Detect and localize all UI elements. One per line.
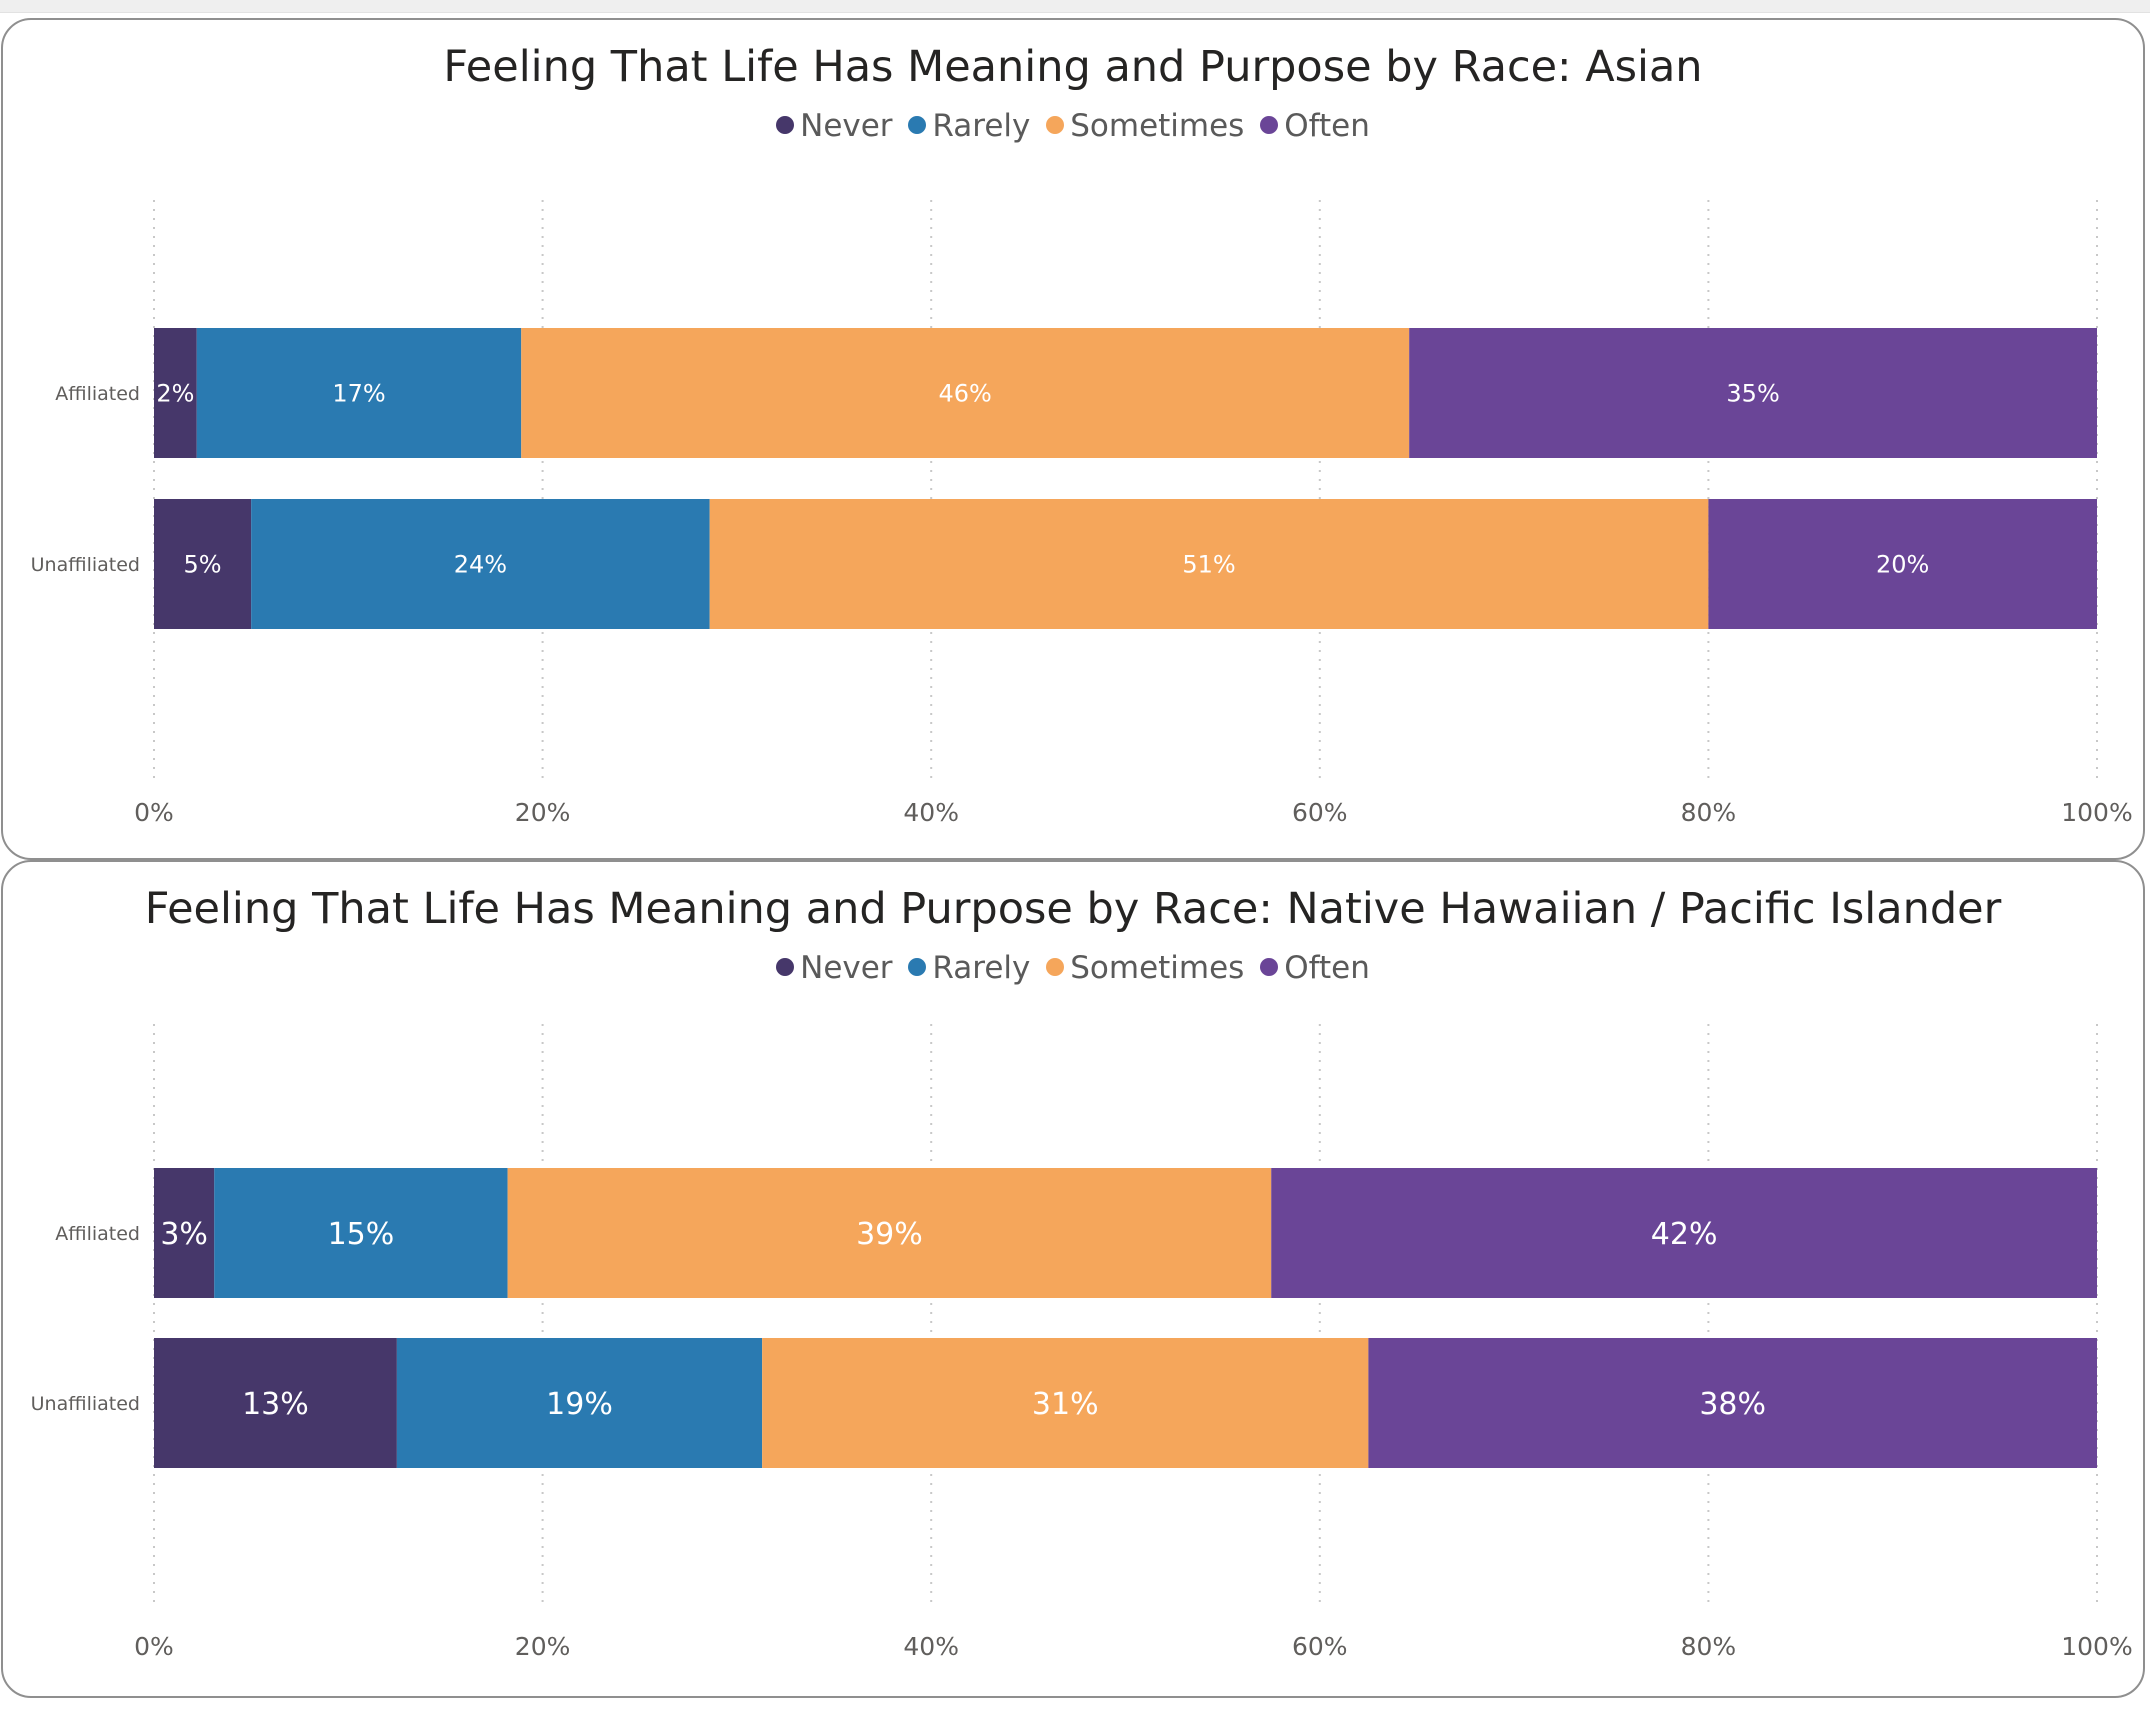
data-label: 5% [184, 551, 222, 579]
bar-segment-never [154, 499, 252, 629]
data-label: 51% [1182, 551, 1235, 579]
data-label: 46% [939, 380, 992, 408]
bar-segment-rarely [396, 1338, 763, 1468]
legend-item-often[interactable]: Often [1260, 950, 1370, 986]
data-label: 15% [328, 1217, 395, 1252]
x-tick-label: 40% [903, 798, 959, 827]
legend-label: Sometimes [1070, 108, 1245, 144]
legend-dot-often [1260, 116, 1279, 134]
x-tick-label: 80% [1681, 1632, 1737, 1661]
legend-item-rarely[interactable]: Rarely [908, 108, 1030, 144]
x-tick-label: 100% [2061, 798, 2132, 827]
chart-title: Feeling That Life Has Meaning and Purpos… [443, 42, 1703, 92]
legend-item-often[interactable]: Often [1260, 108, 1370, 144]
bar-segment-never [154, 1168, 215, 1298]
legend-label: Rarely [932, 950, 1031, 986]
legend-label: Often [1284, 950, 1370, 986]
legend-dot-rarely [908, 116, 927, 134]
legend-item-never[interactable]: Never [776, 108, 893, 144]
bar-segment-sometimes [507, 1168, 1272, 1298]
chart-panel-native-hawaiian: Feeling That Life Has Meaning and Purpos… [1, 860, 2145, 1698]
x-tick-label: 0% [134, 798, 174, 827]
y-category-label: Unaffiliated [31, 554, 140, 576]
bar-segment-rarely [251, 499, 710, 629]
data-label: 38% [1699, 1387, 1766, 1422]
legend-item-rarely[interactable]: Rarely [908, 950, 1030, 986]
legend-dot-rarely [908, 958, 927, 976]
legend-label: Often [1284, 108, 1370, 144]
stacked-bar-chart: 0% 20% 40% 60% 80% 100% Affiliated 2% 17% 46% 35% U… [31, 200, 2133, 827]
bar-segment-often [1409, 328, 2097, 458]
x-tick-label: 60% [1292, 798, 1348, 827]
data-label: 19% [546, 1387, 613, 1422]
legend-dot-often [1260, 958, 1279, 976]
legend-label: Never [800, 108, 893, 144]
bar-segment-never [154, 1338, 397, 1468]
legend-label: Never [800, 950, 893, 986]
bar-segment-often [1271, 1168, 2097, 1298]
bar-segment-sometimes [521, 328, 1410, 458]
y-category-label: Affiliated [55, 383, 140, 405]
stacked-bar-chart: 0% 20% 40% 60% 80% 100% Affiliated 3% 15% 39% 42% U… [31, 1024, 2133, 1661]
data-label: 24% [454, 551, 507, 579]
data-label: 17% [332, 380, 385, 408]
data-label: 2% [156, 380, 194, 408]
data-label: 39% [856, 1217, 923, 1252]
bar-segment-sometimes [762, 1338, 1369, 1468]
top-divider [0, 0, 2150, 13]
data-label: 31% [1032, 1387, 1099, 1422]
x-tick-label: 20% [515, 1632, 571, 1661]
legend-item-never[interactable]: Never [776, 950, 893, 986]
data-label: 42% [1651, 1217, 1718, 1252]
x-tick-label: 80% [1681, 798, 1737, 827]
bar-segment-often [1708, 499, 2097, 629]
x-tick-label: 40% [903, 1632, 959, 1661]
legend-dot-sometimes [1046, 116, 1065, 134]
y-category-label: Affiliated [55, 1223, 140, 1245]
legend-label: Rarely [932, 108, 1031, 144]
legend-item-sometimes[interactable]: Sometimes [1046, 108, 1244, 144]
legend-dot-never [776, 116, 795, 134]
data-label: 20% [1876, 551, 1929, 579]
data-label: 3% [160, 1217, 208, 1252]
bar-segment-never [154, 328, 197, 458]
legend-dot-sometimes [1046, 958, 1065, 976]
x-tick-label: 100% [2061, 1632, 2132, 1661]
data-label: 35% [1726, 380, 1779, 408]
x-tick-label: 0% [134, 1632, 174, 1661]
bar-segment-rarely [214, 1168, 508, 1298]
bar-segment-rarely [196, 328, 522, 458]
chart-title: Feeling That Life Has Meaning and Purpos… [144, 884, 2002, 934]
legend-label: Sometimes [1070, 950, 1245, 986]
legend-dot-never [776, 958, 795, 976]
chart-legend: Never Rarely Sometimes Often [3, 108, 2143, 144]
x-tick-label: 20% [515, 798, 571, 827]
bar-segment-often [1368, 1338, 2097, 1468]
legend-item-sometimes[interactable]: Sometimes [1046, 950, 1244, 986]
bar-segment-sometimes [709, 499, 1709, 629]
data-label: 13% [242, 1387, 309, 1422]
chart-legend: Never Rarely Sometimes Often [3, 950, 2143, 986]
x-tick-label: 60% [1292, 1632, 1348, 1661]
y-category-label: Unaffiliated [31, 1393, 140, 1415]
chart-panel-asian: Feeling That Life Has Meaning and Purpos… [1, 18, 2145, 860]
